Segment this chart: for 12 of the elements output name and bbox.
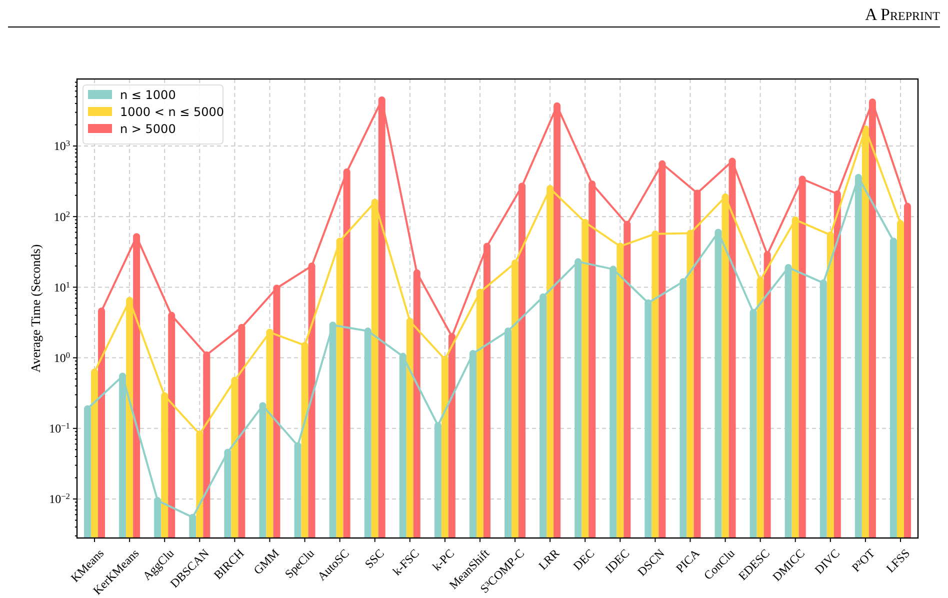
legend-label: n > 5000 (120, 122, 176, 136)
y-axis-title: Average Time (Seconds) (28, 244, 43, 373)
legend-label: n ≤ 1000 (120, 88, 176, 102)
y-tick-label: 10$^{1}$ (54, 280, 70, 294)
y-tick-label: 10$^{3}$ (54, 138, 70, 154)
x-tick-label: SSC (362, 546, 387, 572)
text: A Preprint (864, 5, 941, 24)
y-tick-label: 10$^{−2}$ (49, 492, 70, 506)
y-tick-label: 10$^{−1}$ (49, 421, 70, 436)
y-tick-label: 10$^{0}$ (54, 350, 70, 365)
legend-label: 1000 < n ≤ 5000 (120, 105, 224, 120)
y-tick-label: 10$^{2}$ (54, 209, 70, 224)
